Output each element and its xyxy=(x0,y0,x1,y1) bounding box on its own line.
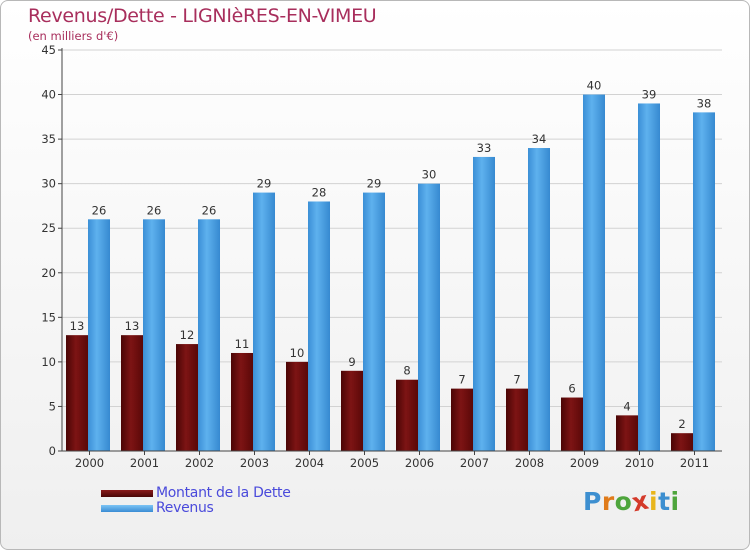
bar-revenus-2001 xyxy=(143,219,165,451)
value-label-dette-2008: 7 xyxy=(513,373,520,387)
bar-dette-2006 xyxy=(396,379,418,451)
value-label-revenus-2010: 39 xyxy=(642,87,657,101)
legend-swatch-revenus xyxy=(101,505,153,512)
bar-revenus-2010 xyxy=(638,103,660,451)
value-label-revenus-2006: 30 xyxy=(422,168,437,182)
value-label-revenus-2007: 33 xyxy=(477,141,492,155)
value-label-dette-2006: 8 xyxy=(403,364,410,378)
x-tick-label-2007: 2007 xyxy=(460,456,489,470)
y-tick-label: 0 xyxy=(49,444,56,458)
bar-revenus-2002 xyxy=(198,219,220,451)
legend-label-dette: Montant de la Dette xyxy=(156,485,291,501)
x-tick-label-2001: 2001 xyxy=(130,456,159,470)
bar-dette-2007 xyxy=(451,388,473,451)
y-tick-label: 5 xyxy=(49,399,56,413)
bar-dette-2005 xyxy=(341,370,363,451)
x-tick-label-2004: 2004 xyxy=(295,456,324,470)
value-label-revenus-2009: 40 xyxy=(587,79,602,93)
x-tick-label-2003: 2003 xyxy=(240,456,269,470)
y-tick-label: 40 xyxy=(41,88,56,102)
chart-subtitle: (en milliers d'€) xyxy=(28,29,119,43)
value-label-revenus-2011: 38 xyxy=(697,96,712,110)
value-label-dette-2004: 10 xyxy=(290,346,305,360)
x-tick-label-2000: 2000 xyxy=(75,456,104,470)
x-tick-label-2006: 2006 xyxy=(405,456,434,470)
x-tick-label-2002: 2002 xyxy=(185,456,214,470)
bar-revenus-2000 xyxy=(88,219,110,451)
value-label-dette-2005: 9 xyxy=(348,355,355,369)
legend-label-revenus: Revenus xyxy=(156,500,214,516)
value-label-dette-2001: 13 xyxy=(125,319,140,333)
bar-revenus-2008 xyxy=(528,148,550,451)
bar-dette-2002 xyxy=(176,344,198,451)
value-label-revenus-2003: 29 xyxy=(257,177,272,191)
legend-swatch-dette xyxy=(101,490,153,497)
y-tick-label: 25 xyxy=(41,221,56,235)
value-label-dette-2003: 11 xyxy=(235,337,250,351)
value-label-revenus-2005: 29 xyxy=(367,177,382,191)
bar-revenus-2004 xyxy=(308,201,330,451)
value-label-revenus-2001: 26 xyxy=(147,203,162,217)
chart-title: Revenus/Dette - LIGNIèRES-EN-VIMEU xyxy=(28,5,377,27)
brand-logo: Proxiti xyxy=(583,485,680,518)
bar-revenus-2006 xyxy=(418,183,440,451)
bar-dette-2001 xyxy=(121,335,143,451)
x-tick-label-2008: 2008 xyxy=(515,456,544,470)
value-label-revenus-2008: 34 xyxy=(532,132,547,146)
bar-dette-2004 xyxy=(286,361,308,451)
bar-dette-2000 xyxy=(66,335,88,451)
y-tick-label: 10 xyxy=(41,355,56,369)
bar-revenus-2009 xyxy=(583,94,605,452)
x-tick-label-2009: 2009 xyxy=(570,456,599,470)
bar-dette-2010 xyxy=(616,415,638,451)
bar-dette-2003 xyxy=(231,352,253,451)
y-tick-label: 20 xyxy=(41,266,56,280)
bar-dette-2011 xyxy=(671,433,693,451)
value-label-dette-2009: 6 xyxy=(568,382,575,396)
x-tick-label-2010: 2010 xyxy=(625,456,654,470)
value-label-revenus-2004: 28 xyxy=(312,185,327,199)
x-tick-label-2011: 2011 xyxy=(680,456,709,470)
bar-revenus-2005 xyxy=(363,192,385,452)
y-tick-label: 30 xyxy=(41,177,56,191)
y-tick-label: 35 xyxy=(41,132,56,146)
y-tick-label: 15 xyxy=(41,310,56,324)
value-label-dette-2011: 2 xyxy=(678,417,685,431)
bar-dette-2009 xyxy=(561,397,583,451)
bar-revenus-2007 xyxy=(473,156,495,451)
value-label-dette-2010: 4 xyxy=(623,399,630,413)
bar-dette-2008 xyxy=(506,388,528,451)
y-tick-label: 45 xyxy=(41,43,56,57)
bar-revenus-2003 xyxy=(253,192,275,452)
value-label-dette-2000: 13 xyxy=(70,319,85,333)
bar-revenus-2011 xyxy=(693,112,715,451)
value-label-revenus-2000: 26 xyxy=(92,203,107,217)
value-label-revenus-2002: 26 xyxy=(202,203,217,217)
x-tick-label-2005: 2005 xyxy=(350,456,379,470)
value-label-dette-2002: 12 xyxy=(180,328,195,342)
value-label-dette-2007: 7 xyxy=(458,373,465,387)
